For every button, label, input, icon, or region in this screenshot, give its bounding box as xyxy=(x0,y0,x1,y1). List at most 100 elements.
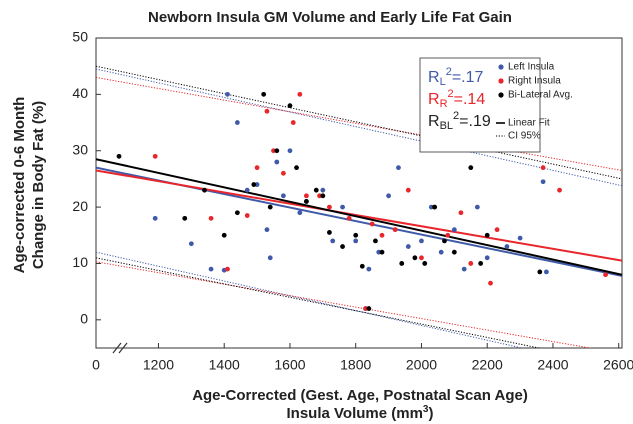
data-point xyxy=(202,187,207,193)
r-squared-annotation: RL2=.17 xyxy=(428,66,484,88)
data-point xyxy=(537,269,543,275)
data-point xyxy=(254,182,260,187)
data-point xyxy=(280,170,286,176)
legend-label: Linear Fit xyxy=(508,118,550,129)
y-tick-label: 20 xyxy=(72,198,88,214)
data-point xyxy=(234,120,240,125)
r-rest: =.19 xyxy=(459,113,491,130)
data-point xyxy=(376,249,382,255)
data-point xyxy=(287,148,293,154)
data-point xyxy=(458,210,464,216)
data-point xyxy=(396,165,401,171)
data-point xyxy=(327,204,332,210)
data-point xyxy=(379,232,385,238)
data-point xyxy=(304,193,309,199)
data-point xyxy=(208,215,214,221)
r-sub: R xyxy=(440,98,448,110)
x-tick-label: 2200 xyxy=(472,357,503,373)
data-point xyxy=(251,182,257,187)
x-axis-label-end: ) xyxy=(428,405,433,422)
data-point xyxy=(557,187,562,193)
x-tick-label: 0 xyxy=(92,357,100,373)
ci-line xyxy=(96,68,622,187)
data-point xyxy=(488,280,493,286)
data-point xyxy=(340,244,345,249)
data-point xyxy=(543,269,549,275)
data-point xyxy=(494,227,500,233)
data-point xyxy=(225,266,230,272)
x-axis-label: Insula Volume (mm3) xyxy=(287,404,434,422)
ci-line xyxy=(96,76,622,171)
data-point xyxy=(461,266,467,272)
legend-label: CI 95% xyxy=(508,131,541,142)
data-point xyxy=(353,232,359,238)
data-point xyxy=(478,261,484,266)
data-point xyxy=(468,165,474,171)
r-base: R xyxy=(428,91,440,108)
data-point xyxy=(320,193,326,199)
r-sub: BL xyxy=(440,120,453,132)
data-point xyxy=(353,238,359,244)
data-point xyxy=(373,238,378,244)
x-tick-label: 1600 xyxy=(274,357,305,373)
axis-break xyxy=(112,342,122,354)
data-point xyxy=(188,241,194,247)
data-point xyxy=(244,187,250,193)
data-point xyxy=(451,227,457,233)
data-point xyxy=(294,165,299,171)
fit-group xyxy=(96,65,622,348)
data-point xyxy=(504,244,510,249)
data-point xyxy=(359,263,365,269)
data-point xyxy=(264,108,270,114)
data-point xyxy=(267,255,273,261)
data-point xyxy=(412,255,418,261)
data-point xyxy=(405,187,411,193)
data-point xyxy=(438,249,444,255)
data-point xyxy=(116,153,122,159)
data-point xyxy=(366,306,372,311)
x-tick-label: 1200 xyxy=(143,357,174,373)
data-point xyxy=(468,261,474,266)
data-point xyxy=(244,213,250,218)
r-sup: 2 xyxy=(446,66,452,78)
data-point xyxy=(271,148,276,154)
legend-label: Right Insula xyxy=(508,76,561,87)
data-point xyxy=(267,204,273,210)
data-point xyxy=(274,148,280,154)
y-axis-label: Change in Body Fat (%) xyxy=(30,101,47,269)
y-tick-label: 30 xyxy=(72,141,88,157)
data-point xyxy=(346,215,352,221)
data-point xyxy=(399,261,405,266)
data-point xyxy=(484,232,490,238)
data-point xyxy=(290,120,296,125)
data-point xyxy=(517,235,523,241)
data-point xyxy=(484,255,490,261)
axis-break xyxy=(118,342,128,354)
r-squared-annotation: RBL2=.19 xyxy=(428,110,491,132)
legend-marker xyxy=(498,78,504,84)
data-point xyxy=(221,232,227,238)
data-point xyxy=(304,199,309,204)
data-point xyxy=(442,238,447,244)
data-point xyxy=(234,210,240,216)
data-point xyxy=(261,91,267,97)
data-point xyxy=(451,249,457,255)
x-tick-label: 1800 xyxy=(340,357,371,373)
data-point xyxy=(152,153,158,159)
x-tick-label: 2000 xyxy=(406,357,437,373)
data-point xyxy=(182,215,188,221)
legend-marker xyxy=(498,92,504,98)
r-rest: =.17 xyxy=(452,69,484,86)
data-point xyxy=(363,306,368,311)
x-tick-label: 1400 xyxy=(209,357,240,373)
data-point xyxy=(297,91,303,97)
data-point xyxy=(327,230,332,235)
data-point xyxy=(432,204,438,210)
data-point xyxy=(369,221,375,227)
plot-frame xyxy=(95,37,623,349)
ci-line xyxy=(96,261,593,348)
fit-line xyxy=(96,158,622,276)
legend-box xyxy=(419,57,541,153)
ci-line xyxy=(96,65,622,180)
